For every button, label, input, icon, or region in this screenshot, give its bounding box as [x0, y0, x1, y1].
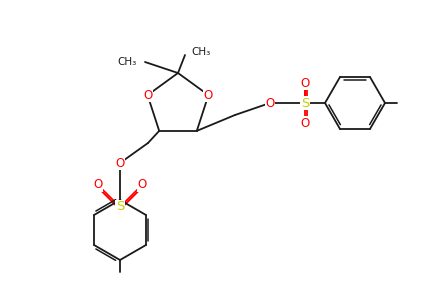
Text: O: O	[143, 89, 152, 102]
Text: O: O	[115, 156, 124, 170]
Text: CH₃: CH₃	[190, 47, 210, 57]
Text: O: O	[300, 77, 309, 90]
Text: O: O	[137, 179, 146, 191]
Text: CH₃: CH₃	[117, 57, 137, 67]
Text: O: O	[265, 96, 274, 110]
Text: O: O	[93, 179, 102, 191]
Text: O: O	[300, 117, 309, 129]
Text: S: S	[116, 201, 124, 214]
Text: S: S	[300, 96, 308, 110]
Text: O: O	[203, 89, 212, 102]
